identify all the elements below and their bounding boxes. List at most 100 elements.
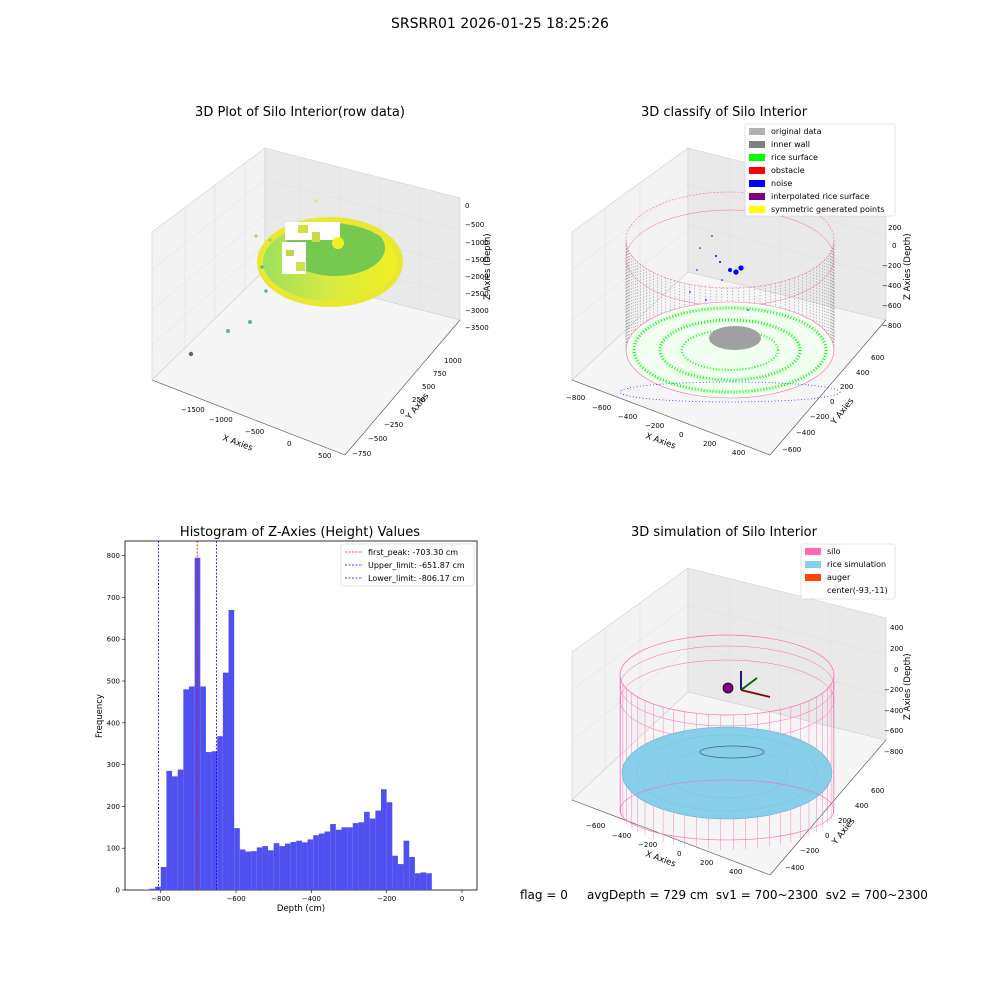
svg-text:−800: −800 <box>566 394 585 402</box>
svg-text:−200: −200 <box>638 841 657 849</box>
histogram-bar <box>183 689 189 890</box>
svg-text:−400: −400 <box>612 832 631 840</box>
histogram-bar <box>375 810 381 890</box>
histogram-bar <box>347 827 353 890</box>
simulation-x-ticks: −600 −400 −200 0 200 400 <box>586 822 742 876</box>
histogram-bar <box>166 770 173 890</box>
svg-text:−3500: −3500 <box>465 324 489 332</box>
svg-text:−600: −600 <box>884 727 903 735</box>
histogram-bar <box>381 789 387 890</box>
legend-center: center(-93,-11) <box>827 586 888 595</box>
svg-text:−600: −600 <box>782 446 801 454</box>
svg-text:−500: −500 <box>368 435 387 443</box>
y-tick-label: 200 <box>107 803 120 811</box>
legend-silo: silo <box>827 547 841 556</box>
svg-text:0: 0 <box>894 666 898 674</box>
legend-original-data: original data <box>771 127 822 136</box>
classify-panel-title: 3D classify of Silo Interior <box>641 105 808 120</box>
classify-x-label: X Axies <box>644 431 677 451</box>
legend-auger: auger <box>827 573 851 582</box>
svg-text:200: 200 <box>888 224 901 232</box>
raw-y-ticks: −750 −500 −250 0 250 500 750 1000 <box>352 357 462 458</box>
x-tick-label: −600 <box>226 895 245 903</box>
svg-text:0: 0 <box>287 440 291 448</box>
svg-text:−200: −200 <box>800 847 819 855</box>
raw-x-label: X Axies <box>221 433 254 453</box>
simulation-panel-title: 3D simulation of Silo Interior <box>631 525 818 540</box>
svg-text:750: 750 <box>433 370 446 378</box>
legend-inner-wall: inner wall <box>771 140 810 149</box>
histogram-bar <box>217 736 223 890</box>
histogram-bar <box>228 609 235 890</box>
histogram-bar <box>160 867 167 890</box>
simulation-axes-box <box>571 567 887 876</box>
raw-point-cloud <box>188 199 403 357</box>
svg-text:−400: −400 <box>618 413 637 421</box>
svg-text:600: 600 <box>871 354 884 362</box>
svg-text:400: 400 <box>732 449 745 457</box>
histogram-bar <box>352 823 359 890</box>
legend-swatch-original-data <box>749 128 765 135</box>
raw-x-ticks: −1500 −1000 −500 0 500 <box>181 406 331 460</box>
y-tick-label: 800 <box>107 552 120 560</box>
histogram-bar <box>205 752 212 890</box>
svg-text:200: 200 <box>838 817 851 825</box>
svg-text:400: 400 <box>890 624 903 632</box>
svg-text:0: 0 <box>677 850 681 858</box>
histogram-bar <box>301 842 308 890</box>
histogram-bar <box>239 849 246 890</box>
classify-x-ticks: −800 −600 −400 −200 0 200 400 <box>566 394 745 457</box>
y-tick-label: 600 <box>107 636 120 644</box>
svg-text:−3000: −3000 <box>465 307 489 315</box>
histogram-legend: first_peak: -703.30 cm Upper_limit: -651… <box>340 543 475 587</box>
legend-swatch-inner-wall <box>749 141 765 148</box>
simulation-z-ticks: 400 200 0 −200 −400 −600 −800 <box>884 624 903 756</box>
classify-z-ticks: 200 0 −200 −400 −600 −800 <box>882 224 901 330</box>
legend-noise: noise <box>771 179 792 188</box>
histogram-bar <box>358 822 365 890</box>
legend-swatch-auger <box>805 574 821 581</box>
svg-text:500: 500 <box>422 383 435 391</box>
svg-text:200: 200 <box>890 645 903 653</box>
svg-text:−800: −800 <box>884 748 903 756</box>
x-tick-label: −800 <box>151 895 170 903</box>
histogram-bar <box>426 873 432 890</box>
y-tick-label: 0 <box>116 887 120 895</box>
legend-swatch-rice-simulation <box>805 561 821 568</box>
svg-text:−200: −200 <box>645 422 664 430</box>
svg-text:400: 400 <box>856 369 869 377</box>
svg-text:−200: −200 <box>882 262 901 270</box>
simulation-z-label: Z Axies (Depth) <box>903 653 913 720</box>
raw-z-ticks: 0 −500 −1000 −1500 −2000 −2500 −3000 −35… <box>465 202 489 332</box>
svg-text:1000: 1000 <box>444 357 462 365</box>
histogram-x-ticks: −800 −600 −400 −200 0 <box>151 890 464 903</box>
svg-text:−600: −600 <box>586 822 605 830</box>
flag-status: flag = 0 <box>520 888 568 902</box>
legend-symmetric: symmetric generated points <box>771 205 884 214</box>
histogram-title: Histogram of Z-Axies (Height) Values <box>180 525 420 540</box>
raw-z-label: Z Axies (Depth) <box>483 233 493 300</box>
histogram-bar <box>149 888 156 890</box>
svg-text:−250: −250 <box>384 421 403 429</box>
svg-text:−750: −750 <box>352 450 371 458</box>
histogram-bar <box>324 831 331 890</box>
svg-text:−2000: −2000 <box>465 273 489 281</box>
simulation-panel: 3D simulation of Silo Interior <box>571 525 913 876</box>
legend-swatch-noise <box>749 180 765 187</box>
y-tick-label: 700 <box>107 594 120 602</box>
x-tick-label: 0 <box>460 895 464 903</box>
histogram-bar <box>369 818 376 890</box>
svg-text:600: 600 <box>871 787 884 795</box>
histogram-y-label: Frequency <box>95 694 105 738</box>
legend-swatch-rice-surface <box>749 154 765 161</box>
y-tick-label: 100 <box>107 845 120 853</box>
svg-text:400: 400 <box>855 802 868 810</box>
raw-data-panel: 3D Plot of Silo Interior(row data) <box>151 105 493 460</box>
sv1-status: sv1 = 700~2300 <box>715 888 819 902</box>
histogram-bar <box>245 851 252 890</box>
histogram-panel: Histogram of Z-Axies (Height) Values −80… <box>95 525 478 914</box>
svg-text:500: 500 <box>318 452 331 460</box>
svg-text:200: 200 <box>703 440 716 448</box>
y-tick-label: 400 <box>107 719 120 727</box>
